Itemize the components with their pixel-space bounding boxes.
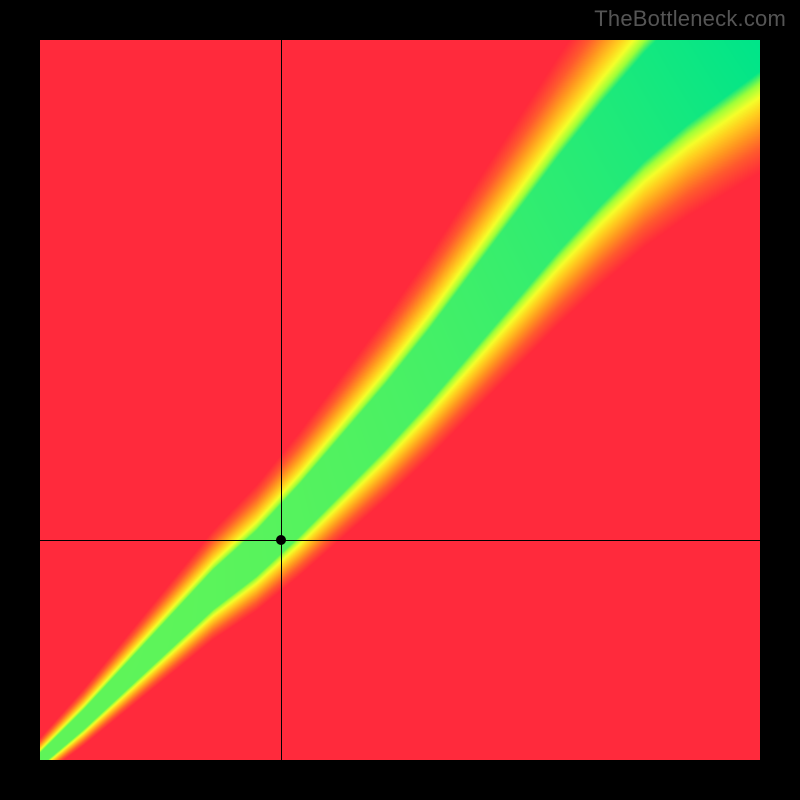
bottleneck-heatmap bbox=[40, 40, 760, 760]
chart-container: TheBottleneck.com bbox=[0, 0, 800, 800]
crosshair-horizontal bbox=[40, 540, 760, 541]
crosshair-point bbox=[276, 535, 286, 545]
crosshair-vertical bbox=[281, 40, 282, 760]
watermark-text: TheBottleneck.com bbox=[594, 6, 786, 32]
plot-frame bbox=[40, 40, 760, 760]
